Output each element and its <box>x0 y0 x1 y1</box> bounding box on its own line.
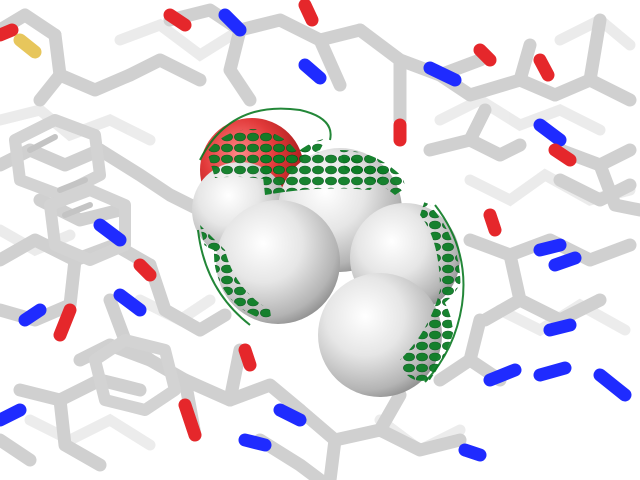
nitrogen-atoms <box>0 8 632 462</box>
ligand-atom-sphere <box>216 200 340 324</box>
contact-dot-outline <box>197 107 465 383</box>
protein-carbon-sticks <box>0 3 640 480</box>
aromatic-inner-bonds <box>27 134 93 218</box>
sulfur-atom <box>13 33 42 59</box>
contact-dot-surface <box>200 129 461 381</box>
aromatic-ring-sticks <box>9 114 181 416</box>
oxygen-atoms <box>0 0 577 442</box>
